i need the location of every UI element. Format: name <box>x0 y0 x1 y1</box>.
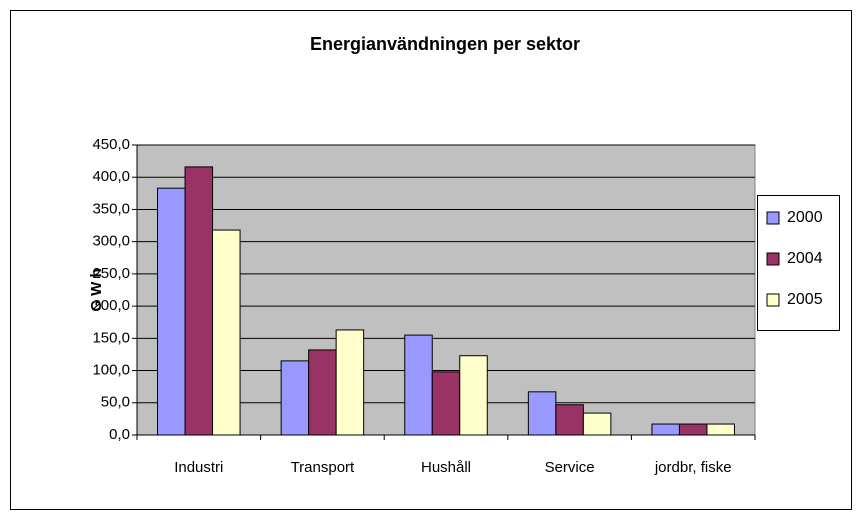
chart-title: Energianvändningen per sektor <box>310 34 580 54</box>
bar <box>678 423 708 436</box>
x-tick-label: Industri <box>174 459 223 476</box>
bar <box>157 187 186 436</box>
x-tick-label: jordbr, fiske <box>654 459 732 476</box>
y-tick-label: 0,0 <box>109 426 130 443</box>
y-tick-label: 400,0 <box>92 168 130 185</box>
legend-label: 2000 <box>787 209 823 226</box>
y-tick-label: 350,0 <box>92 200 130 217</box>
y-tick-label: 450,0 <box>92 136 130 153</box>
x-tick-label: Transport <box>291 459 355 476</box>
legend-swatch <box>766 293 780 307</box>
bar <box>527 391 557 436</box>
bar <box>651 423 680 436</box>
y-tick-label: 250,0 <box>92 265 130 282</box>
bar <box>184 166 214 436</box>
legend-swatch <box>766 252 780 266</box>
bar <box>308 349 337 436</box>
x-tick-label: Hushåll <box>421 459 471 476</box>
bar <box>582 412 612 436</box>
y-tick-label: 50,0 <box>101 394 130 411</box>
y-axis-label: G W h <box>88 268 105 311</box>
y-tick-label: 200,0 <box>92 297 130 314</box>
bar <box>706 423 735 436</box>
bar <box>280 360 310 436</box>
legend-label: 2005 <box>787 291 823 308</box>
bar <box>335 329 365 436</box>
bar <box>212 229 241 436</box>
bar <box>555 404 584 436</box>
legend-swatch <box>766 211 780 225</box>
bar <box>404 334 433 436</box>
y-tick-label: 150,0 <box>92 329 130 346</box>
bar <box>459 355 488 436</box>
bar <box>431 371 461 436</box>
y-tick-label: 300,0 <box>92 233 130 250</box>
y-tick-label: 100,0 <box>92 362 130 379</box>
legend-label: 2004 <box>787 250 823 267</box>
x-tick-label: Service <box>545 459 595 476</box>
